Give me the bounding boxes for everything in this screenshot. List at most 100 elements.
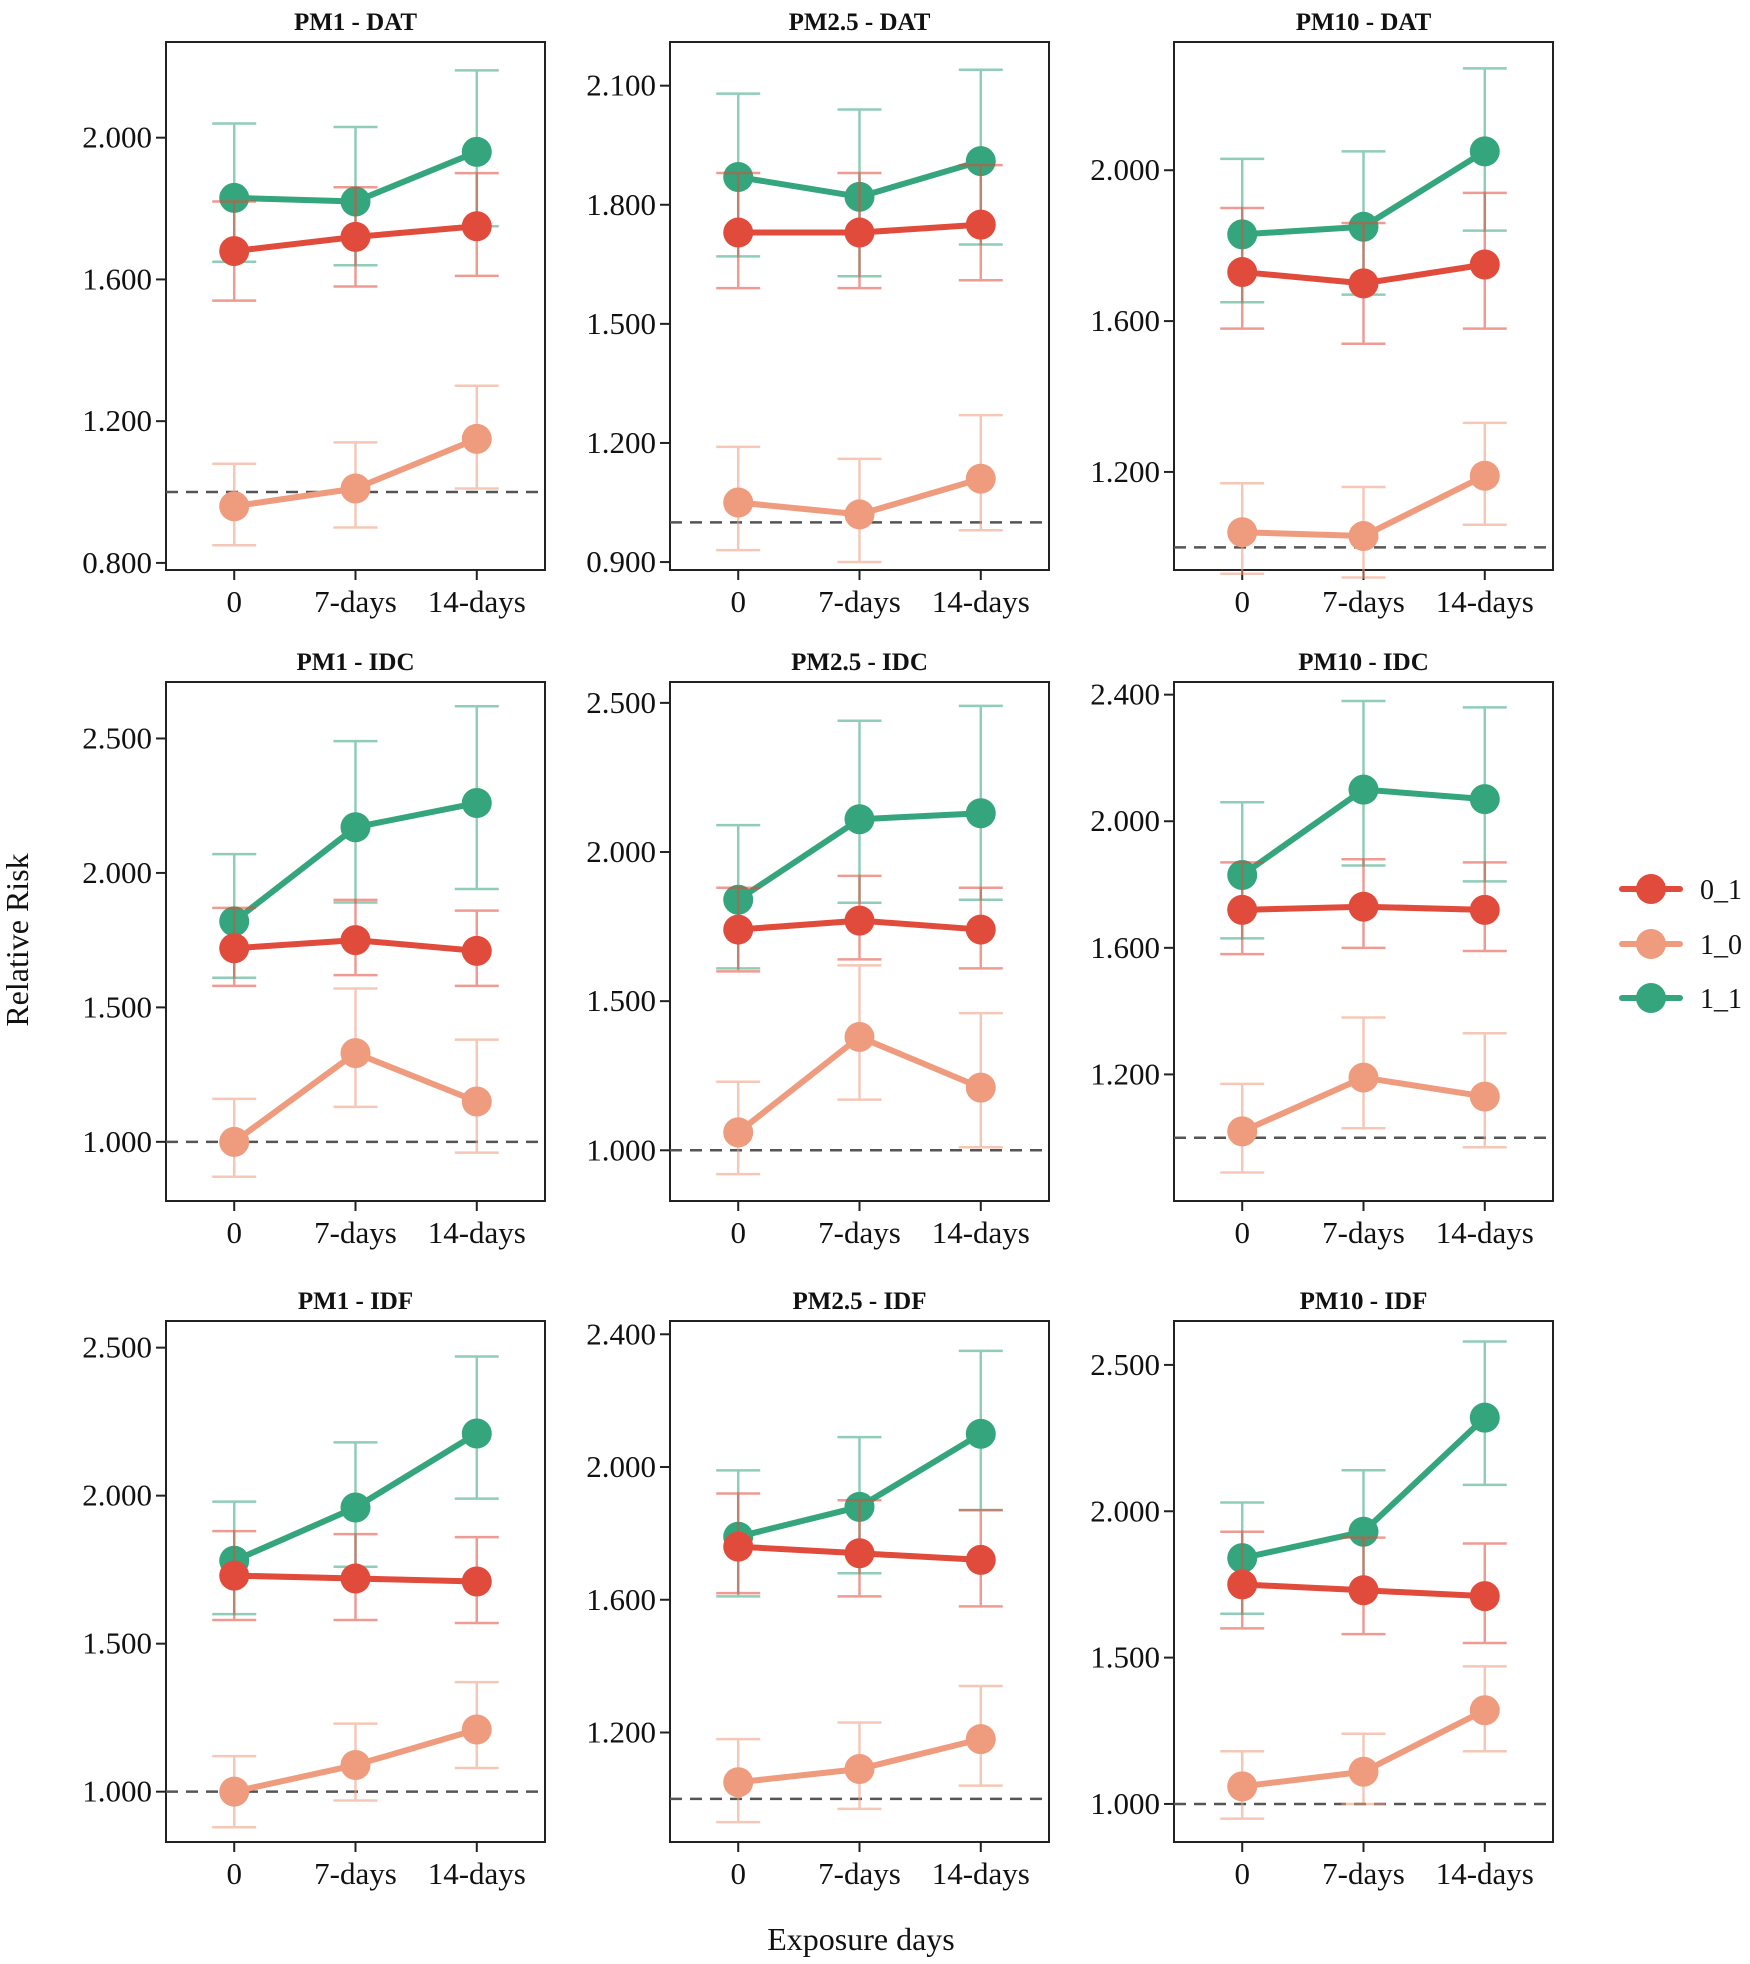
x-tick-label: 14-days	[1436, 1215, 1534, 1250]
x-axis-title: Exposure days	[767, 1921, 955, 1957]
series-1-1	[716, 704, 1003, 970]
panel-title: PM10 - IDF	[1300, 1288, 1428, 1315]
data-point	[461, 1086, 492, 1117]
x-tick-label: 7-days	[1322, 1856, 1405, 1891]
data-point	[219, 933, 250, 964]
x-tick-label: 0	[1234, 1856, 1250, 1891]
legend-item-1-1: 1_1	[1619, 983, 1742, 1015]
y-tick-label: 2.000	[586, 834, 656, 869]
data-point	[461, 1714, 492, 1745]
y-tick-label: 2.500	[586, 685, 656, 720]
data-point	[1469, 1081, 1500, 1112]
panel-pm2-5-idf: PM2.5 - IDF 1.200 1.600 2.000 2.400 0 7-days 14…	[586, 1288, 1050, 1891]
y-tick-label: 1.500	[82, 1626, 152, 1661]
data-point	[1348, 268, 1379, 299]
data-point	[340, 1492, 371, 1523]
x-tick-label: 0	[226, 1856, 242, 1891]
legend: 0_1 1_0 1_1	[1619, 874, 1742, 1015]
data-point	[965, 463, 996, 494]
data-point	[1348, 891, 1379, 922]
y-tick-label: 2.100	[586, 68, 656, 103]
data-point	[723, 914, 754, 945]
data-point	[461, 136, 492, 167]
data-point	[965, 1072, 996, 1103]
data-point	[965, 1544, 996, 1575]
data-point	[461, 423, 492, 454]
panel-pm10-idf: PM10 - IDF 1.000 1.500 2.000 2.500 0 7-days 14-…	[1090, 1288, 1554, 1891]
y-tick-label: 1.600	[82, 261, 152, 296]
data-point	[1227, 517, 1258, 548]
x-tick-label: 14-days	[1436, 1856, 1534, 1891]
y-tick-label: 1.600	[586, 1582, 656, 1617]
legend-item-1-0: 1_0	[1619, 929, 1742, 961]
data-point	[1348, 774, 1379, 805]
panel-title: PM1 - IDF	[298, 1288, 413, 1315]
y-tick-label: 2.000	[1090, 803, 1160, 838]
data-point	[340, 473, 371, 504]
y-tick-label: 2.000	[1090, 1493, 1160, 1528]
data-point	[340, 925, 371, 956]
y-tick-label: 1.500	[1090, 1640, 1160, 1675]
series-0-1	[716, 163, 1003, 290]
series-1-0	[212, 384, 499, 547]
series-0-1	[212, 898, 499, 988]
y-tick-label: 2.000	[82, 1478, 152, 1513]
y-tick-label: 2.000	[82, 855, 152, 890]
panel-title: PM1 - DAT	[294, 9, 417, 36]
panel-pm1-dat: PM1 - DAT 0.800 1.200 1.600 2.000 0 7-days 14-d…	[82, 9, 546, 619]
data-point	[219, 1560, 250, 1591]
data-point	[340, 1563, 371, 1594]
y-tick-label: 0.800	[82, 545, 152, 580]
legend-marker-1-0	[1636, 929, 1666, 959]
data-point	[461, 788, 492, 819]
x-tick-label: 7-days	[818, 1856, 901, 1891]
series-0-1	[716, 1492, 1003, 1608]
data-point	[1469, 784, 1500, 815]
x-tick-label: 7-days	[314, 584, 397, 619]
data-point	[1348, 521, 1379, 552]
data-point	[844, 1538, 875, 1569]
data-point	[340, 221, 371, 252]
data-point	[723, 487, 754, 518]
y-tick-label: 0.900	[586, 544, 656, 579]
panel-title: PM2.5 - DAT	[789, 9, 931, 36]
data-point	[1469, 1695, 1500, 1726]
data-point	[461, 211, 492, 242]
x-tick-label: 0	[730, 584, 746, 619]
y-tick-label: 2.500	[1090, 1347, 1160, 1382]
x-tick-label: 0	[226, 1215, 242, 1250]
series-1-1	[1220, 699, 1507, 940]
x-tick-label: 14-days	[1436, 584, 1534, 619]
series-1-0	[1220, 1016, 1507, 1174]
series-0-1	[1220, 1530, 1507, 1645]
data-point	[219, 1126, 250, 1157]
data-point	[1469, 249, 1500, 280]
data-point	[340, 1038, 371, 1069]
y-tick-label: 1.500	[586, 306, 656, 341]
y-tick-label: 1.200	[82, 403, 152, 438]
x-tick-label: 0	[1234, 584, 1250, 619]
panel-pm10-idc: PM10 - IDC 1.200 1.600 2.000 2.400 0 7-days 14-…	[1090, 649, 1554, 1250]
y-tick-label: 1.000	[586, 1132, 656, 1167]
data-point	[965, 146, 996, 177]
data-point	[219, 182, 250, 213]
series-0-1	[212, 171, 499, 302]
panel-title: PM2.5 - IDC	[791, 649, 928, 676]
data-point	[1469, 894, 1500, 925]
data-point	[219, 491, 250, 522]
series-0-1	[1220, 191, 1507, 345]
data-point	[965, 1724, 996, 1755]
data-point	[1348, 1756, 1379, 1787]
y-tick-label: 2.500	[82, 720, 152, 755]
series-0-1	[1220, 857, 1507, 956]
data-point	[723, 217, 754, 248]
x-tick-label: 7-days	[314, 1856, 397, 1891]
data-point	[1469, 1581, 1500, 1612]
panel-pm1-idc: PM1 - IDC 1.000 1.500 2.000 2.500 0 7-days 14-d…	[82, 649, 546, 1250]
data-point	[461, 935, 492, 966]
legend-marker-1-1	[1636, 983, 1666, 1013]
y-tick-label: 2.000	[1090, 152, 1160, 187]
x-tick-label: 7-days	[1322, 1215, 1405, 1250]
legend-item-0-1: 0_1	[1619, 874, 1742, 906]
panel-pm2-5-dat: PM2.5 - DAT 0.900 1.200 1.500 1.800 2.100 0 7-d…	[586, 9, 1050, 619]
